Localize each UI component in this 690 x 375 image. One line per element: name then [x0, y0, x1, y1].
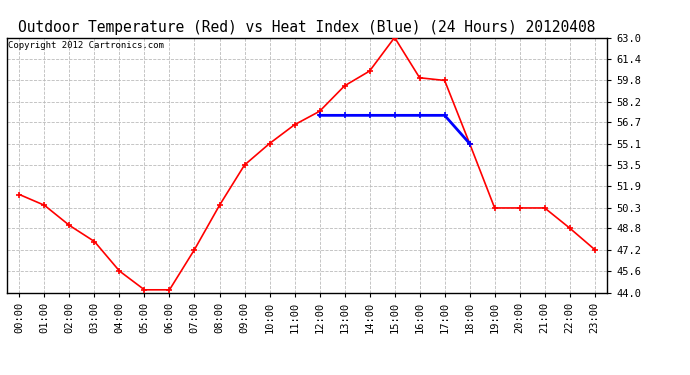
Title: Outdoor Temperature (Red) vs Heat Index (Blue) (24 Hours) 20120408: Outdoor Temperature (Red) vs Heat Index …	[19, 20, 595, 35]
Text: Copyright 2012 Cartronics.com: Copyright 2012 Cartronics.com	[8, 41, 164, 50]
